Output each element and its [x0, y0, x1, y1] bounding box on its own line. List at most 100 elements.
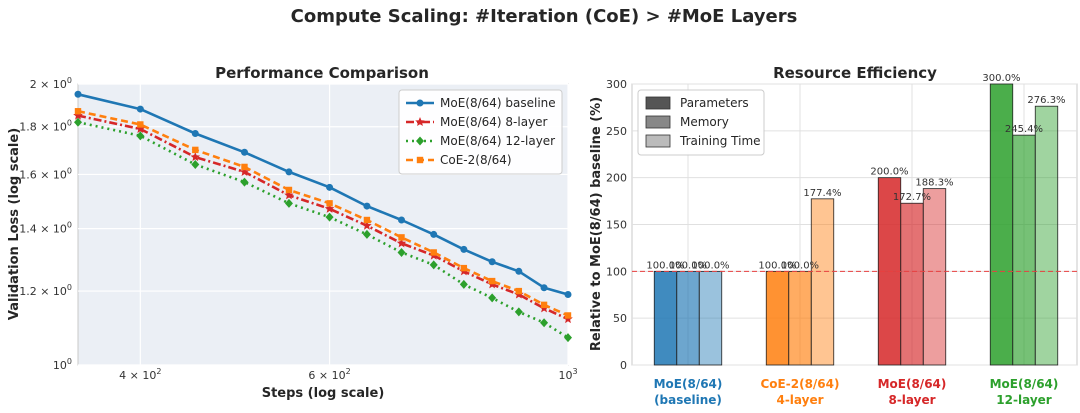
- legend-label: Parameters: [680, 96, 749, 110]
- y-tick-label: 300: [606, 78, 627, 91]
- legend-marker: [416, 136, 424, 146]
- bar-value-label: 100.0%: [781, 260, 819, 271]
- data-point: [285, 168, 293, 176]
- bar: [653, 270, 678, 366]
- bar: [676, 270, 700, 366]
- x-tick-label: 4 × 102: [119, 367, 161, 382]
- category-label-line2: 8-layer: [888, 393, 935, 407]
- data-point: [284, 190, 294, 200]
- data-point: [285, 186, 293, 194]
- bar-value-label: 276.3%: [1027, 95, 1065, 106]
- data-point: [363, 202, 371, 210]
- data-point: [488, 277, 496, 285]
- data-point: [136, 105, 144, 113]
- legend-swatch: [645, 115, 671, 129]
- legend-entry: Training Time: [645, 134, 761, 148]
- legend-label: MoE(8/64) 12-layer: [440, 134, 555, 148]
- data-point: [540, 301, 548, 309]
- data-point: [73, 110, 83, 120]
- y-tick-label: 1.8 × 100: [19, 119, 72, 134]
- bar-value-label: 100.0%: [691, 260, 729, 271]
- performance-comparison-panel: Performance Comparison 4 × 102 6 × 102 103…: [7, 64, 578, 401]
- resource-x-categories: MoE(8/64) (baseline) CoE-2(8/64) 4-layer MoE…: [654, 377, 1059, 407]
- legend-entry: MoE(8/64) 12-layer: [406, 134, 555, 148]
- data-point: [429, 260, 438, 270]
- series-line: [77, 120, 569, 339]
- legend-marker: [416, 156, 424, 164]
- series-3: [74, 108, 572, 319]
- category-label-line1: MoE(8/64): [654, 377, 723, 391]
- resource-y-ticks: 0 50 100 150 200 250 300: [606, 78, 627, 372]
- legend-swatch: [645, 96, 671, 110]
- data-point: [396, 238, 407, 248]
- data-point: [488, 258, 496, 266]
- legend-label: Training Time: [679, 134, 761, 148]
- data-point: [540, 318, 549, 328]
- data-point: [326, 183, 334, 191]
- category-label-line1: MoE(8/64): [990, 377, 1059, 391]
- data-point: [192, 146, 199, 154]
- bar-group: [765, 198, 835, 366]
- legend-entry: Parameters: [645, 96, 749, 110]
- series-0: [74, 90, 572, 298]
- y-tick-label: 1.6 × 100: [19, 166, 72, 181]
- resource-legend: Parameters Memory Training Time: [637, 89, 765, 156]
- legend-entry: Memory: [645, 115, 729, 129]
- data-point: [74, 90, 82, 98]
- bar-group: [653, 270, 723, 366]
- legend-label: MoE(8/64) 8-layer: [440, 115, 548, 129]
- data-point: [398, 216, 406, 224]
- data-point: [564, 290, 572, 298]
- y-tick-label: 150: [606, 219, 627, 232]
- y-tick-label: 1.4 × 100: [19, 221, 72, 236]
- y-tick-label: 2 × 100: [30, 76, 72, 91]
- category-label-line1: MoE(8/64): [878, 377, 947, 391]
- data-point: [430, 230, 438, 238]
- data-point: [326, 200, 333, 207]
- legend-box: [398, 89, 563, 175]
- resource-bars: [653, 83, 1059, 366]
- legend-entry: CoE-2(8/64): [406, 153, 512, 167]
- resource-data-labels: 100.0%100.0%100.0% 100.0%100.0%177.4%200.…: [646, 73, 1065, 271]
- data-point: [137, 121, 144, 128]
- series-line: [77, 114, 569, 321]
- legend-label: MoE(8/64) baseline: [440, 96, 556, 110]
- performance-y-ticks: 100 1.2 × 100 1.4 × 100 1.6 × 100 1.8 × 100 2…: [19, 76, 72, 372]
- legend-label: CoE-2(8/64): [440, 153, 512, 167]
- legend-marker: [415, 117, 425, 126]
- data-point: [74, 117, 82, 127]
- bar-value-label: 100.0%: [669, 260, 707, 271]
- data-point: [514, 307, 523, 317]
- data-point: [363, 216, 371, 224]
- data-point: [398, 234, 405, 241]
- performance-x-ticks: 4 × 102 6 × 102 103: [119, 367, 577, 382]
- bar: [698, 270, 723, 366]
- data-point: [540, 284, 548, 292]
- bar: [765, 270, 790, 366]
- data-point: [240, 177, 249, 187]
- data-point: [362, 220, 372, 230]
- data-point: [459, 279, 468, 289]
- performance-x-axis-label: Steps (log scale): [262, 386, 385, 401]
- bar-value-label: 172.7%: [893, 192, 931, 203]
- data-point: [430, 249, 437, 256]
- y-tick-label: 250: [606, 125, 627, 138]
- x-tick-label: 103: [558, 367, 577, 382]
- data-point: [240, 148, 248, 156]
- category-label-line2: (baseline): [654, 393, 722, 407]
- bar-value-label: 245.4%: [1005, 124, 1043, 135]
- resource-efficiency-panel: Resource Efficiency 100.0%100.0%100.0% 10…: [589, 64, 1078, 407]
- legend-swatch: [645, 134, 671, 148]
- data-point: [460, 245, 468, 253]
- y-tick-label: 100: [53, 357, 72, 372]
- y-tick-label: 1.2 × 100: [19, 283, 72, 298]
- data-point: [564, 312, 572, 319]
- legend-entry: MoE(8/64) 8-layer: [406, 115, 548, 129]
- performance-series: [73, 90, 573, 343]
- bar-value-label: 188.3%: [915, 178, 953, 189]
- series-2: [74, 117, 572, 343]
- data-point: [564, 333, 572, 343]
- data-point: [190, 152, 201, 162]
- data-point: [241, 163, 248, 171]
